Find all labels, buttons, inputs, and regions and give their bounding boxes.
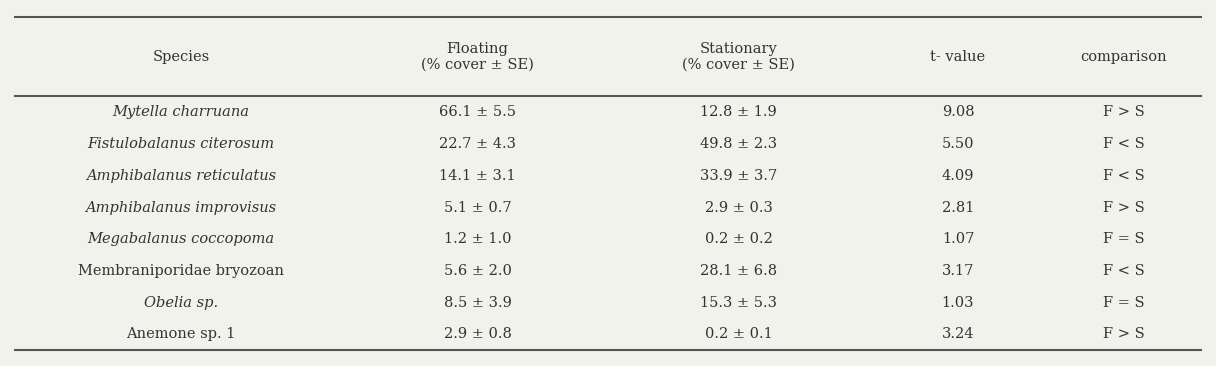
Text: F > S: F > S — [1103, 105, 1145, 119]
Text: 15.3 ± 5.3: 15.3 ± 5.3 — [700, 296, 777, 310]
Text: Stationary
(% cover ± SE): Stationary (% cover ± SE) — [682, 42, 795, 72]
Text: Species: Species — [152, 50, 209, 64]
Text: 66.1 ± 5.5: 66.1 ± 5.5 — [439, 105, 516, 119]
Text: Megabalanus coccopoma: Megabalanus coccopoma — [88, 232, 275, 246]
Text: Amphibalanus reticulatus: Amphibalanus reticulatus — [86, 169, 276, 183]
Text: Anemone sp. 1: Anemone sp. 1 — [126, 327, 236, 341]
Text: 5.1 ± 0.7: 5.1 ± 0.7 — [444, 201, 511, 214]
Text: Amphibalanus improvisus: Amphibalanus improvisus — [85, 201, 276, 214]
Text: F = S: F = S — [1103, 296, 1144, 310]
Text: 33.9 ± 3.7: 33.9 ± 3.7 — [700, 169, 777, 183]
Text: Obelia sp.: Obelia sp. — [143, 296, 218, 310]
Text: 0.2 ± 0.1: 0.2 ± 0.1 — [704, 327, 772, 341]
Text: 2.9 ± 0.3: 2.9 ± 0.3 — [704, 201, 772, 214]
Text: 8.5 ± 3.9: 8.5 ± 3.9 — [444, 296, 512, 310]
Text: t- value: t- value — [930, 50, 985, 64]
Text: Mytella charruana: Mytella charruana — [112, 105, 249, 119]
Text: comparison: comparison — [1081, 50, 1167, 64]
Text: 12.8 ± 1.9: 12.8 ± 1.9 — [700, 105, 777, 119]
Text: 9.08: 9.08 — [941, 105, 974, 119]
Text: 28.1 ± 6.8: 28.1 ± 6.8 — [700, 264, 777, 278]
Text: F = S: F = S — [1103, 232, 1144, 246]
Text: 1.07: 1.07 — [941, 232, 974, 246]
Text: F > S: F > S — [1103, 327, 1145, 341]
Text: Membraniporidae bryozoan: Membraniporidae bryozoan — [78, 264, 285, 278]
Text: F < S: F < S — [1103, 264, 1145, 278]
Text: 1.03: 1.03 — [941, 296, 974, 310]
Text: F < S: F < S — [1103, 137, 1145, 151]
Text: 2.81: 2.81 — [941, 201, 974, 214]
Text: 14.1 ± 3.1: 14.1 ± 3.1 — [439, 169, 516, 183]
Text: F < S: F < S — [1103, 169, 1145, 183]
Text: 3.17: 3.17 — [941, 264, 974, 278]
Text: 0.2 ± 0.2: 0.2 ± 0.2 — [704, 232, 772, 246]
Text: 5.6 ± 2.0: 5.6 ± 2.0 — [444, 264, 512, 278]
Text: 1.2 ± 1.0: 1.2 ± 1.0 — [444, 232, 511, 246]
Text: Fistulobalanus citerosum: Fistulobalanus citerosum — [88, 137, 275, 151]
Text: 49.8 ± 2.3: 49.8 ± 2.3 — [700, 137, 777, 151]
Text: 2.9 ± 0.8: 2.9 ± 0.8 — [444, 327, 512, 341]
Text: 3.24: 3.24 — [941, 327, 974, 341]
Text: 4.09: 4.09 — [941, 169, 974, 183]
Text: Floating
(% cover ± SE): Floating (% cover ± SE) — [421, 42, 534, 72]
Text: 5.50: 5.50 — [941, 137, 974, 151]
Text: F > S: F > S — [1103, 201, 1145, 214]
Text: 22.7 ± 4.3: 22.7 ± 4.3 — [439, 137, 516, 151]
